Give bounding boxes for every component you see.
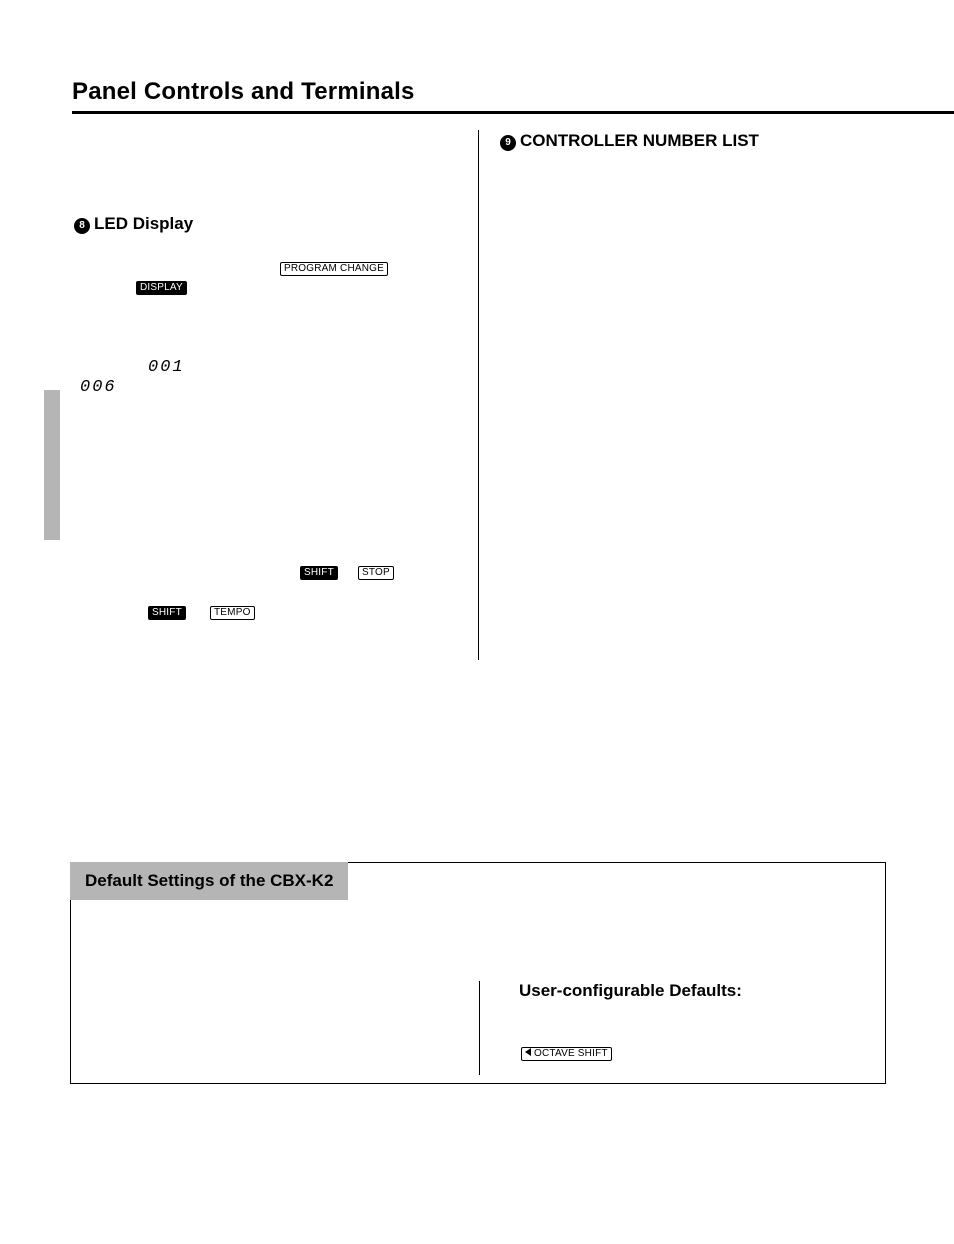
section-tab [44,390,60,540]
defaults-box-divider [479,981,480,1075]
heading-controller-number-list-text: CONTROLLER NUMBER LIST [520,131,759,150]
led-readout-001: 001 [148,358,185,377]
heading-led-display: 8LED Display [74,214,193,234]
column-divider [478,130,479,660]
key-program-change: PROGRAM CHANGE [280,262,388,276]
user-configurable-defaults-heading: User-configurable Defaults: [519,981,742,1001]
page-title: Panel Controls and Terminals [72,78,415,106]
led-readout-006: 006 [80,378,117,397]
key-display: DISPLAY [136,281,187,295]
key-shift-1: SHIFT [300,566,338,580]
defaults-box: Default Settings of the CBX-K2 User-conf… [70,862,886,1084]
key-octave-shift-label: OCTAVE SHIFT [534,1048,608,1059]
heading-led-display-text: LED Display [94,214,193,233]
heading-controller-number-list: 9CONTROLLER NUMBER LIST [500,131,759,151]
manual-page: Panel Controls and Terminals 8LED Displa… [0,0,954,1244]
bullet-9: 9 [500,135,516,151]
triangle-left-icon [525,1048,531,1056]
bullet-8: 8 [74,218,90,234]
defaults-box-title: Default Settings of the CBX-K2 [70,862,348,900]
key-octave-shift: OCTAVE SHIFT [521,1047,612,1061]
key-tempo: TEMPO [210,606,255,620]
key-shift-2: SHIFT [148,606,186,620]
key-stop: STOP [358,566,394,580]
title-rule [72,111,954,114]
